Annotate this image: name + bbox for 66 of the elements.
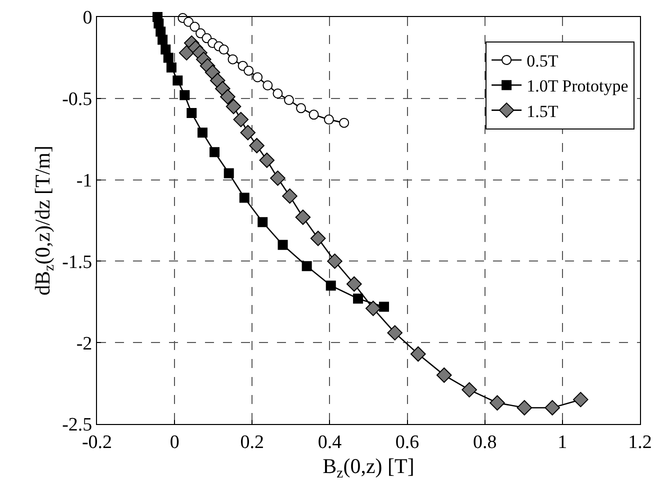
point xyxy=(172,75,183,86)
x-tick-label: 0.8 xyxy=(472,432,497,453)
point xyxy=(516,400,532,416)
point xyxy=(262,80,273,90)
point xyxy=(210,147,220,158)
point xyxy=(324,114,334,125)
point xyxy=(180,90,190,100)
point xyxy=(226,98,242,114)
point xyxy=(186,108,197,118)
point xyxy=(272,88,283,99)
point xyxy=(284,95,294,106)
point xyxy=(239,192,250,203)
x-tick-label: 0.6 xyxy=(395,432,420,453)
x-tick-label: 1.2 xyxy=(628,432,652,453)
point xyxy=(302,261,312,272)
point xyxy=(544,400,560,416)
legend-label: 0.5T xyxy=(526,52,559,71)
point xyxy=(220,89,236,104)
x-tick-label: 0.2 xyxy=(240,432,264,453)
point xyxy=(249,138,264,154)
point xyxy=(310,230,326,246)
x-tick-label: 0.4 xyxy=(318,432,342,453)
point xyxy=(339,118,350,128)
x-tick-label: 1 xyxy=(558,432,568,453)
point xyxy=(198,128,208,138)
point xyxy=(163,52,174,63)
y-tick-label: -2 xyxy=(76,333,92,354)
point xyxy=(462,382,477,398)
point xyxy=(278,240,288,250)
legend-label: 1.5T xyxy=(526,102,559,121)
point xyxy=(436,368,452,383)
point xyxy=(326,280,336,291)
point xyxy=(228,54,238,64)
point xyxy=(366,300,381,316)
point xyxy=(573,392,588,408)
point xyxy=(258,217,268,228)
point xyxy=(379,302,390,312)
point xyxy=(178,45,194,60)
point xyxy=(244,66,254,76)
y-tick-label: -1 xyxy=(76,170,92,192)
point xyxy=(233,112,249,128)
point xyxy=(270,170,286,186)
x-axis-title: B$_{z}$(0,z) [T] xyxy=(322,454,414,482)
point xyxy=(282,188,298,204)
point xyxy=(327,254,342,269)
point xyxy=(295,210,311,225)
point xyxy=(346,276,362,292)
x-tick-label: 0 xyxy=(170,432,180,453)
y-tick-label: -1.5 xyxy=(62,252,92,273)
point xyxy=(387,325,403,340)
point xyxy=(166,62,176,72)
point xyxy=(224,168,234,178)
point xyxy=(490,395,505,410)
y-tick-label: -0.5 xyxy=(62,89,92,110)
point xyxy=(252,72,263,82)
point xyxy=(218,44,229,55)
point xyxy=(190,22,200,32)
point xyxy=(240,124,256,140)
point xyxy=(259,152,275,168)
point xyxy=(308,110,319,120)
point xyxy=(296,103,306,114)
legend-label: 1.0T Prototype xyxy=(526,76,628,96)
y-tick-label: 0 xyxy=(82,8,92,29)
point xyxy=(410,346,426,362)
point xyxy=(158,34,168,45)
point xyxy=(353,294,364,304)
